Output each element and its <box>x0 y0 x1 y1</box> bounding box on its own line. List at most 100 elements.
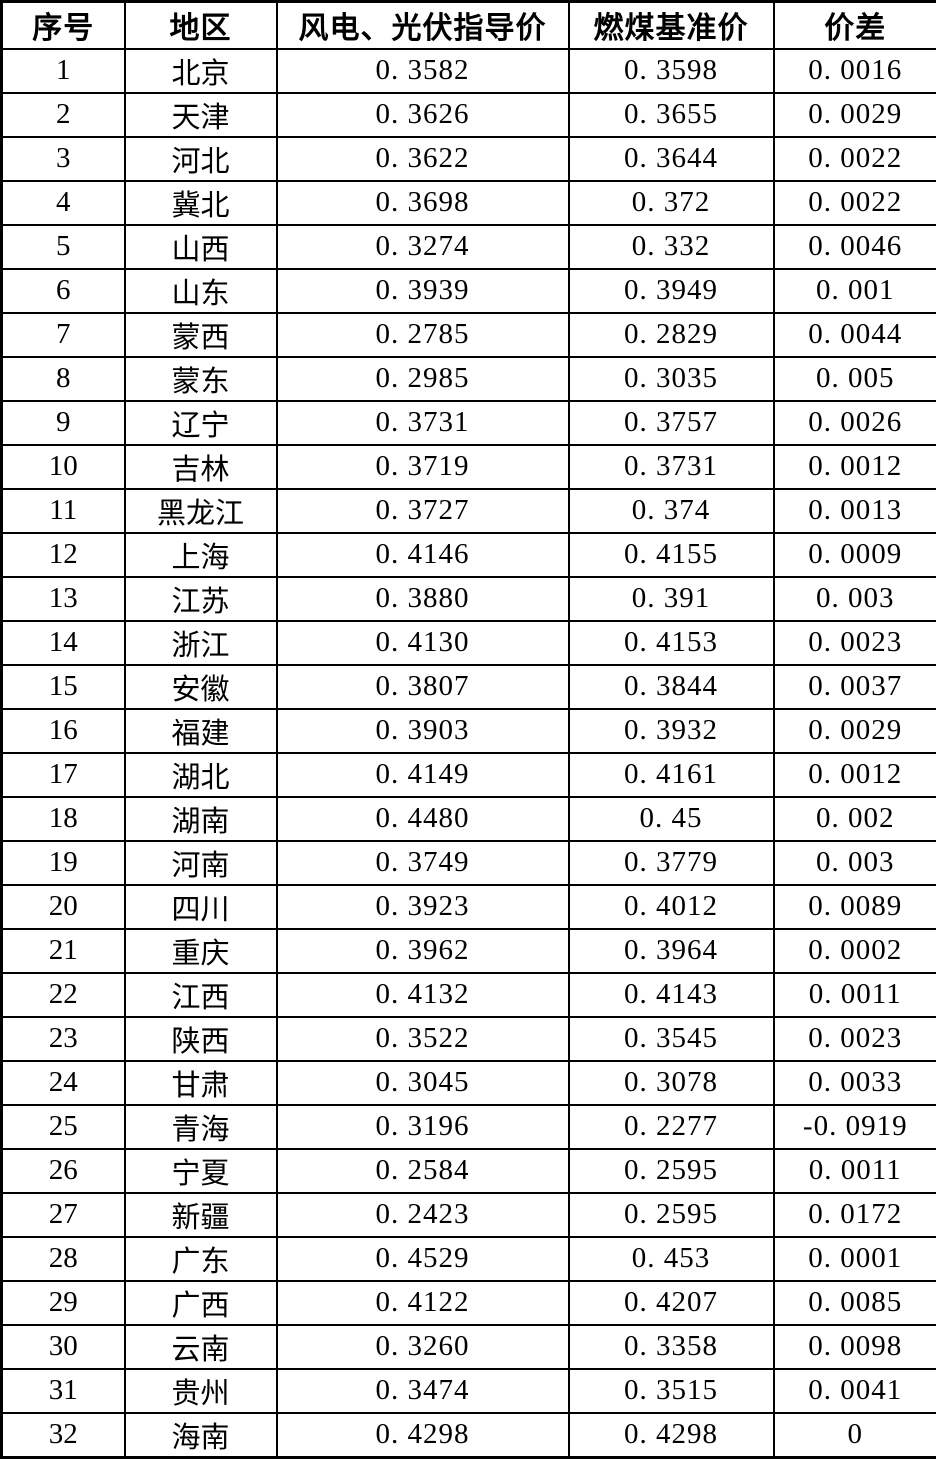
column-header-region: 地区 <box>125 2 277 49</box>
cell-region: 山西 <box>125 225 277 269</box>
cell-index: 21 <box>2 929 125 973</box>
cell-region: 辽宁 <box>125 401 277 445</box>
cell-index: 32 <box>2 1413 125 1458</box>
cell-coal-benchmark: 0. 3757 <box>569 401 774 445</box>
cell-guide-price: 0. 3196 <box>277 1105 569 1149</box>
cell-index: 3 <box>2 137 125 181</box>
cell-guide-price: 0. 3626 <box>277 93 569 137</box>
cell-index: 7 <box>2 313 125 357</box>
cell-guide-price: 0. 3880 <box>277 577 569 621</box>
cell-price-diff: 0. 0041 <box>774 1369 936 1413</box>
cell-price-diff: 0. 0023 <box>774 621 936 665</box>
cell-price-diff: 0. 0085 <box>774 1281 936 1325</box>
cell-coal-benchmark: 0. 3078 <box>569 1061 774 1105</box>
cell-region: 吉林 <box>125 445 277 489</box>
cell-price-diff: 0. 0013 <box>774 489 936 533</box>
cell-index: 17 <box>2 753 125 797</box>
cell-coal-benchmark: 0. 3844 <box>569 665 774 709</box>
column-header-price-diff: 价差 <box>774 2 936 49</box>
cell-index: 19 <box>2 841 125 885</box>
cell-coal-benchmark: 0. 391 <box>569 577 774 621</box>
cell-guide-price: 0. 3807 <box>277 665 569 709</box>
cell-price-diff: 0. 0029 <box>774 93 936 137</box>
cell-coal-benchmark: 0. 3731 <box>569 445 774 489</box>
cell-price-diff: 0. 0002 <box>774 929 936 973</box>
cell-index: 24 <box>2 1061 125 1105</box>
cell-region: 贵州 <box>125 1369 277 1413</box>
cell-index: 15 <box>2 665 125 709</box>
cell-coal-benchmark: 0. 4207 <box>569 1281 774 1325</box>
cell-coal-benchmark: 0. 3655 <box>569 93 774 137</box>
cell-coal-benchmark: 0. 332 <box>569 225 774 269</box>
cell-region: 江苏 <box>125 577 277 621</box>
cell-region: 河南 <box>125 841 277 885</box>
cell-index: 25 <box>2 1105 125 1149</box>
cell-index: 18 <box>2 797 125 841</box>
cell-index: 30 <box>2 1325 125 1369</box>
cell-coal-benchmark: 0. 4161 <box>569 753 774 797</box>
cell-guide-price: 0. 3474 <box>277 1369 569 1413</box>
cell-guide-price: 0. 3749 <box>277 841 569 885</box>
cell-index: 28 <box>2 1237 125 1281</box>
cell-index: 20 <box>2 885 125 929</box>
cell-region: 福建 <box>125 709 277 753</box>
cell-region: 广西 <box>125 1281 277 1325</box>
cell-price-diff: 0. 005 <box>774 357 936 401</box>
cell-price-diff: 0. 0012 <box>774 445 936 489</box>
cell-region: 山东 <box>125 269 277 313</box>
cell-index: 2 <box>2 93 125 137</box>
cell-price-diff: 0. 0011 <box>774 973 936 1017</box>
cell-coal-benchmark: 0. 3932 <box>569 709 774 753</box>
cell-price-diff: 0. 0016 <box>774 49 936 93</box>
cell-region: 黑龙江 <box>125 489 277 533</box>
cell-coal-benchmark: 0. 3964 <box>569 929 774 973</box>
cell-region: 冀北 <box>125 181 277 225</box>
cell-price-diff: 0. 0001 <box>774 1237 936 1281</box>
cell-coal-benchmark: 0. 4155 <box>569 533 774 577</box>
cell-index: 13 <box>2 577 125 621</box>
cell-guide-price: 0. 2785 <box>277 313 569 357</box>
cell-coal-benchmark: 0. 3515 <box>569 1369 774 1413</box>
cell-price-diff: 0. 003 <box>774 841 936 885</box>
cell-price-diff: 0. 0022 <box>774 137 936 181</box>
cell-guide-price: 0. 4122 <box>277 1281 569 1325</box>
cell-region: 安徽 <box>125 665 277 709</box>
cell-coal-benchmark: 0. 453 <box>569 1237 774 1281</box>
cell-guide-price: 0. 3719 <box>277 445 569 489</box>
cell-guide-price: 0. 3727 <box>277 489 569 533</box>
cell-coal-benchmark: 0. 2277 <box>569 1105 774 1149</box>
cell-guide-price: 0. 4130 <box>277 621 569 665</box>
cell-price-diff: 0. 0089 <box>774 885 936 929</box>
cell-index: 9 <box>2 401 125 445</box>
cell-guide-price: 0. 3274 <box>277 225 569 269</box>
cell-coal-benchmark: 0. 2829 <box>569 313 774 357</box>
cell-price-diff: -0. 0919 <box>774 1105 936 1149</box>
cell-index: 31 <box>2 1369 125 1413</box>
cell-price-diff: 0. 0022 <box>774 181 936 225</box>
cell-guide-price: 0. 3582 <box>277 49 569 93</box>
column-header-index: 序号 <box>2 2 125 49</box>
cell-coal-benchmark: 0. 3949 <box>569 269 774 313</box>
cell-price-diff: 0. 0009 <box>774 533 936 577</box>
cell-coal-benchmark: 0. 2595 <box>569 1193 774 1237</box>
cell-guide-price: 0. 3731 <box>277 401 569 445</box>
cell-region: 陕西 <box>125 1017 277 1061</box>
cell-guide-price: 0. 3939 <box>277 269 569 313</box>
column-header-guide-price: 风电、光伏指导价 <box>277 2 569 49</box>
cell-index: 6 <box>2 269 125 313</box>
